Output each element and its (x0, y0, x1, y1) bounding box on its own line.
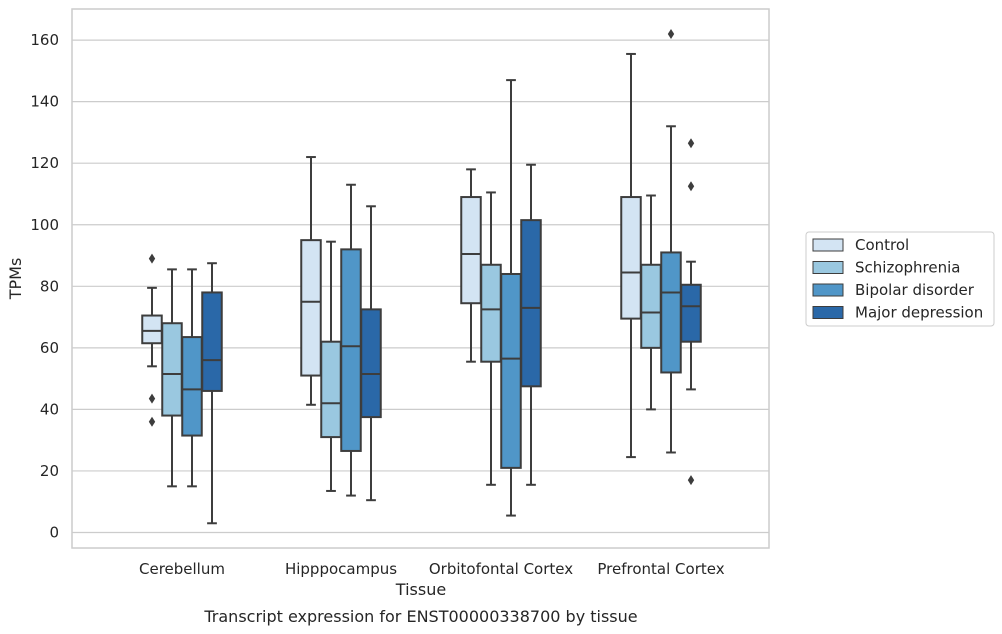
legend-frame (805, 231, 995, 327)
box-body (520, 219, 542, 388)
box-body (340, 248, 362, 452)
box-major-depression-hipppocampus (360, 205, 382, 502)
legend-swatch (812, 306, 844, 319)
box-control-cerebellum (141, 253, 163, 427)
outlier-point (148, 416, 156, 427)
box-major-depression-orbitofontal-cortex (520, 163, 542, 486)
box-major-depression-prefrontal-cortex (680, 138, 702, 486)
box-body (360, 308, 382, 419)
chart-title: Transcript expression for ENST0000033870… (203, 607, 637, 626)
box-body (141, 314, 163, 345)
box-layer (141, 28, 702, 525)
outlier-point (148, 253, 156, 264)
box-major-depression-cerebellum (201, 262, 223, 525)
box-body (660, 251, 682, 374)
x-axis-title: Tissue (395, 580, 446, 599)
box-body (320, 340, 342, 439)
box-body (181, 336, 203, 437)
box-bipolar-disorder-orbitofontal-cortex (500, 79, 522, 517)
x-tick-label: Orbitofontal Cortex (429, 560, 573, 578)
legend-label: Bipolar disorder (855, 281, 975, 299)
box-bipolar-disorder-prefrontal-cortex (660, 28, 682, 454)
box-bipolar-disorder-cerebellum (181, 268, 203, 488)
outlier-point (687, 181, 695, 192)
y-tick-label: 0 (49, 524, 59, 542)
box-schizophrenia-prefrontal-cortex (640, 194, 662, 411)
box-body (500, 272, 522, 469)
box-control-prefrontal-cortex (620, 52, 642, 459)
legend: Control Schizophrenia Bipolar disorder Majo… (805, 231, 995, 327)
x-tick-label: Hipppocampus (285, 560, 397, 578)
legend-label: Major depression (855, 304, 983, 322)
legend-label: Schizophrenia (855, 259, 960, 277)
y-tick-label: 100 (30, 216, 59, 234)
legend-swatch (812, 261, 844, 274)
y-tick-label: 40 (40, 400, 59, 418)
y-tick-labels: 0 20 40 60 80 100 120 140 160 (30, 31, 59, 541)
box-schizophrenia-hipppocampus (320, 240, 342, 492)
box-body (620, 196, 642, 320)
outlier-point (687, 475, 695, 486)
outlier-point (667, 28, 675, 39)
plot-frame (71, 8, 770, 549)
box-schizophrenia-cerebellum (161, 268, 183, 488)
x-tick-label: Prefrontal Cortex (597, 560, 724, 578)
legend-label: Control (855, 236, 909, 254)
y-tick-label: 20 (40, 462, 59, 480)
y-tick-label: 140 (30, 93, 59, 111)
box-body (300, 239, 322, 377)
x-tick-labels: Cerebellum Hipppocampus Orbitofontal Corte… (139, 560, 725, 578)
box-control-hipppocampus (300, 156, 322, 406)
x-tick-label: Cerebellum (139, 560, 225, 578)
box-bipolar-disorder-hipppocampus (340, 183, 362, 497)
box-schizophrenia-orbitofontal-cortex (480, 191, 502, 486)
y-tick-label: 60 (40, 339, 59, 357)
box-body (161, 322, 183, 417)
box-body (640, 263, 662, 349)
outlier-point (687, 138, 695, 149)
y-axis-title: TPMs (6, 258, 25, 301)
legend-swatch (812, 283, 844, 297)
box-body (480, 263, 502, 363)
outlier-point (148, 393, 156, 404)
legend-swatch (812, 238, 844, 252)
box-control-orbitofontal-cortex (460, 168, 482, 363)
y-tick-label: 80 (40, 277, 59, 295)
box-body (201, 291, 223, 392)
box-body (460, 196, 482, 305)
y-tick-label: 160 (30, 31, 59, 49)
box-body (680, 283, 702, 343)
y-tick-label: 120 (30, 154, 59, 172)
